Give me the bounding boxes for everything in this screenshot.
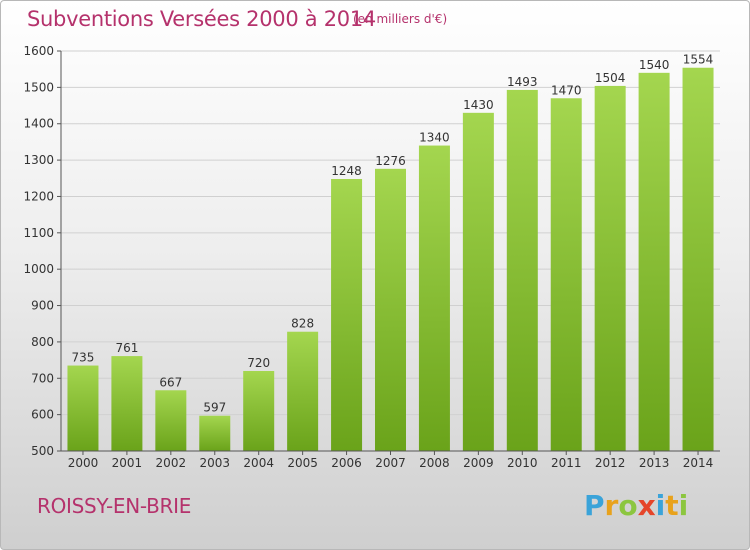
x-tick-label: 2004 [243, 456, 274, 470]
logo-letter: t [665, 489, 679, 522]
bar-value-label: 735 [72, 351, 95, 365]
bar-value-label: 1504 [595, 71, 626, 85]
bar-value-label: 597 [203, 401, 226, 415]
labels-group: 500 600 700 800 900 1000 1100 1200 1300 1400 1500 1… [23, 44, 713, 470]
x-tick-label: 2002 [156, 456, 187, 470]
bar-value-label: 1276 [375, 154, 406, 168]
bar-value-label: 1540 [639, 58, 670, 72]
bar [594, 85, 626, 451]
x-tick-label: 2007 [375, 456, 406, 470]
bar [375, 168, 406, 451]
bar [331, 179, 363, 451]
x-tick-label: 2003 [199, 456, 230, 470]
logo-letter: i [655, 489, 666, 522]
bar-value-label: 761 [115, 341, 138, 355]
x-tick-label: 2009 [463, 456, 494, 470]
bar-value-label: 828 [291, 317, 314, 331]
bar-value-label: 1470 [551, 83, 582, 97]
bar [67, 365, 99, 451]
y-tick-label: 800 [31, 335, 54, 349]
bar [243, 371, 275, 451]
logo-letter: i [678, 489, 689, 522]
bar [418, 145, 450, 451]
bar [287, 331, 319, 451]
bar [682, 67, 714, 452]
y-tick-label: 900 [31, 299, 54, 313]
city-name: ROISSY-EN-BRIE [37, 494, 192, 518]
y-tick-label: 1600 [23, 44, 54, 58]
logo-letter: r [604, 489, 619, 522]
x-tick-label: 2012 [595, 456, 626, 470]
axes [57, 50, 720, 455]
bar-value-label: 1340 [419, 131, 450, 145]
bar [155, 390, 187, 451]
chart-title: Subventions Versées 2000 à 2014 [27, 7, 376, 31]
y-tick-label: 1400 [23, 117, 54, 131]
x-tick-label: 2005 [287, 456, 318, 470]
y-tick-label: 700 [31, 371, 54, 385]
bar [199, 415, 231, 451]
x-tick-label: 2001 [112, 456, 143, 470]
y-tick-label: 1300 [23, 153, 54, 167]
bar [111, 356, 143, 451]
x-tick-label: 2014 [683, 456, 714, 470]
x-tick-label: 2013 [639, 456, 670, 470]
bars-group [67, 67, 714, 452]
x-tick-label: 2010 [507, 456, 538, 470]
y-tick-label: 1100 [23, 226, 54, 240]
x-tick-label: 2008 [419, 456, 450, 470]
y-tick-label: 600 [31, 408, 54, 422]
bar-value-label: 720 [247, 356, 270, 370]
y-tick-label: 1500 [23, 80, 54, 94]
bar-value-label: 1430 [463, 98, 494, 112]
logo-letter: x [637, 489, 656, 522]
bar [550, 98, 582, 451]
bar [638, 72, 670, 452]
logo-letter: o [618, 489, 638, 522]
logo-letter: P [584, 489, 605, 522]
x-tick-label: 2006 [331, 456, 362, 470]
bar-value-label: 1248 [331, 164, 362, 178]
bar [462, 112, 494, 452]
proxiti-logo: Proxiti [584, 489, 688, 522]
bar-value-label: 1554 [683, 53, 714, 67]
x-tick-label: 2000 [68, 456, 99, 470]
x-tick-label: 2011 [551, 456, 582, 470]
chart-subtitle: (en milliers d'€) [353, 12, 448, 26]
bar [506, 89, 538, 451]
y-tick-label: 500 [31, 444, 54, 458]
y-tick-label: 1000 [23, 262, 54, 276]
bar-value-label: 667 [159, 375, 182, 389]
y-tick-label: 1200 [23, 189, 54, 203]
bar-value-label: 1493 [507, 75, 538, 89]
